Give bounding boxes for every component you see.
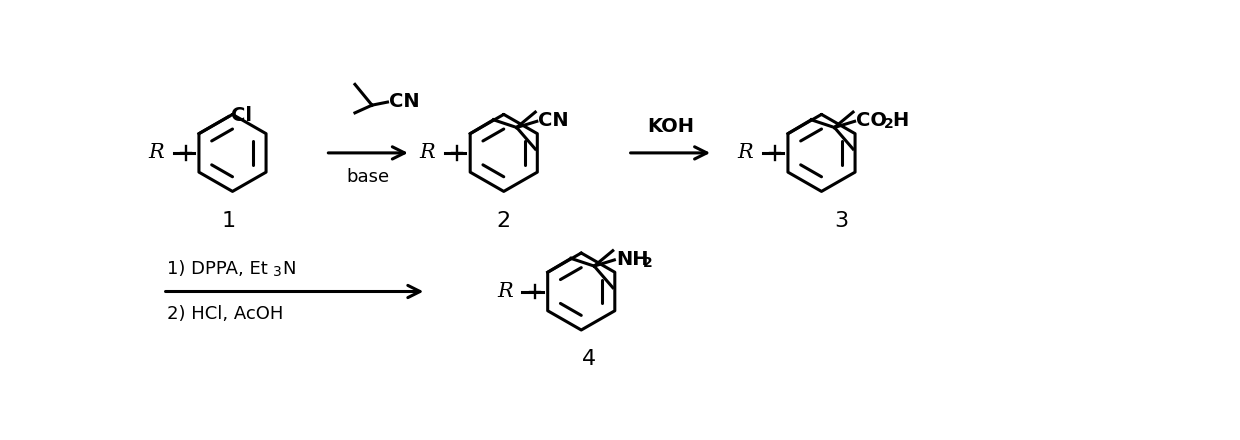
Text: NH: NH bbox=[616, 249, 649, 269]
Text: CO: CO bbox=[856, 111, 887, 130]
Text: Cl: Cl bbox=[232, 106, 253, 125]
Text: CN: CN bbox=[389, 92, 419, 111]
Text: 2) HCl, AcOH: 2) HCl, AcOH bbox=[166, 305, 283, 323]
Text: 4: 4 bbox=[582, 349, 596, 369]
Text: 2: 2 bbox=[497, 211, 511, 231]
Text: 2: 2 bbox=[884, 117, 894, 132]
Text: 3: 3 bbox=[273, 265, 281, 279]
Text: R: R bbox=[497, 282, 513, 301]
Text: 2: 2 bbox=[644, 256, 652, 270]
Text: CN: CN bbox=[538, 111, 569, 130]
Text: KOH: KOH bbox=[647, 117, 694, 136]
Text: base: base bbox=[346, 168, 389, 186]
Text: H: H bbox=[892, 111, 908, 130]
Text: N: N bbox=[283, 260, 295, 278]
Text: 1: 1 bbox=[222, 211, 236, 231]
Text: 3: 3 bbox=[833, 211, 848, 231]
Text: 1) DPPA, Et: 1) DPPA, Et bbox=[166, 260, 268, 278]
Text: R: R bbox=[420, 143, 435, 162]
Text: R: R bbox=[149, 143, 164, 162]
Text: R: R bbox=[738, 143, 753, 162]
